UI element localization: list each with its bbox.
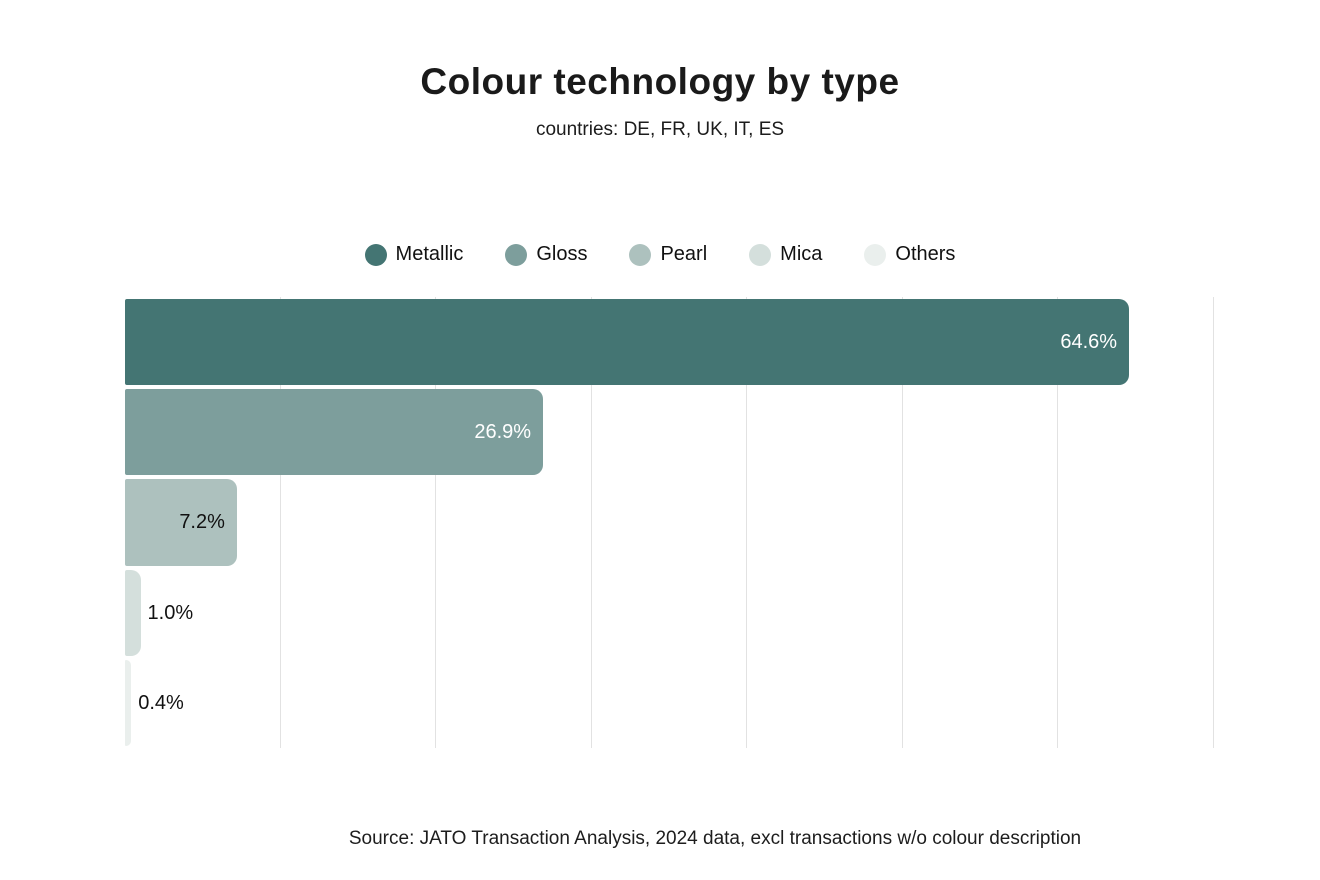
legend-label: Others [895,243,956,265]
bar-value-label: 7.2% [179,511,225,534]
bar-chart-plot: 64.6% 26.9% 7.2% 1.0% 0.4% [125,297,1214,748]
bar-mica[interactable]: 1.0% [125,569,193,656]
gridline-60-percent [1057,297,1059,748]
legend-item-metallic[interactable]: Metallic [364,243,464,266]
legend-label: Metallic [395,243,464,265]
source-note: Source: JATO Transaction Analysis, 2024 … [348,828,1082,849]
bar-gloss[interactable]: 26.9% [125,389,544,476]
bar-metallic[interactable]: 64.6% [125,299,1130,386]
legend-label: Gloss [536,243,588,265]
legend-swatch [749,243,772,266]
bar-value-label: 26.9% [474,421,532,444]
legend-item-gloss[interactable]: Gloss [505,243,587,266]
bar-pearl[interactable]: 7.2% [125,479,237,566]
legend-swatch [505,243,528,266]
chart-subtitle: countries: DE, FR, UK, IT, ES [535,119,785,140]
bar-value-label: 64.6% [1060,331,1118,354]
legend-label: Mica [780,243,823,265]
legend-item-pearl[interactable]: Pearl [629,243,707,266]
bar-others[interactable]: 0.4% [125,659,184,746]
legend-item-mica[interactable]: Mica [749,243,822,266]
legend-label: Pearl [660,243,708,265]
chart-title: Colour technology by type [420,61,900,102]
bar-value-label: 1.0% [147,601,194,624]
gridline-50-percent [901,297,903,748]
legend-item-others[interactable]: Others [864,243,955,266]
gridline-10-percent [279,297,281,748]
legend-swatch [629,243,652,266]
gridline-20-percent [435,297,437,748]
gridline-30-percent [590,297,592,748]
gridline-70-percent [1212,297,1214,748]
gridline-40-percent [746,297,748,748]
bar-value-label: 0.4% [138,691,184,714]
legend-swatch [364,243,387,266]
legend: Metallic Gloss Pearl Mica Others [0,243,1320,266]
legend-swatch [864,243,887,266]
